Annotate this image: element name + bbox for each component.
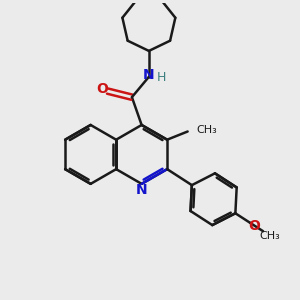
Text: O: O <box>96 82 108 96</box>
Text: CH₃: CH₃ <box>260 231 280 241</box>
Text: O: O <box>248 219 260 232</box>
Text: N: N <box>142 68 154 82</box>
Text: N: N <box>136 183 148 197</box>
Text: H: H <box>157 71 166 84</box>
Text: CH₃: CH₃ <box>196 125 217 135</box>
